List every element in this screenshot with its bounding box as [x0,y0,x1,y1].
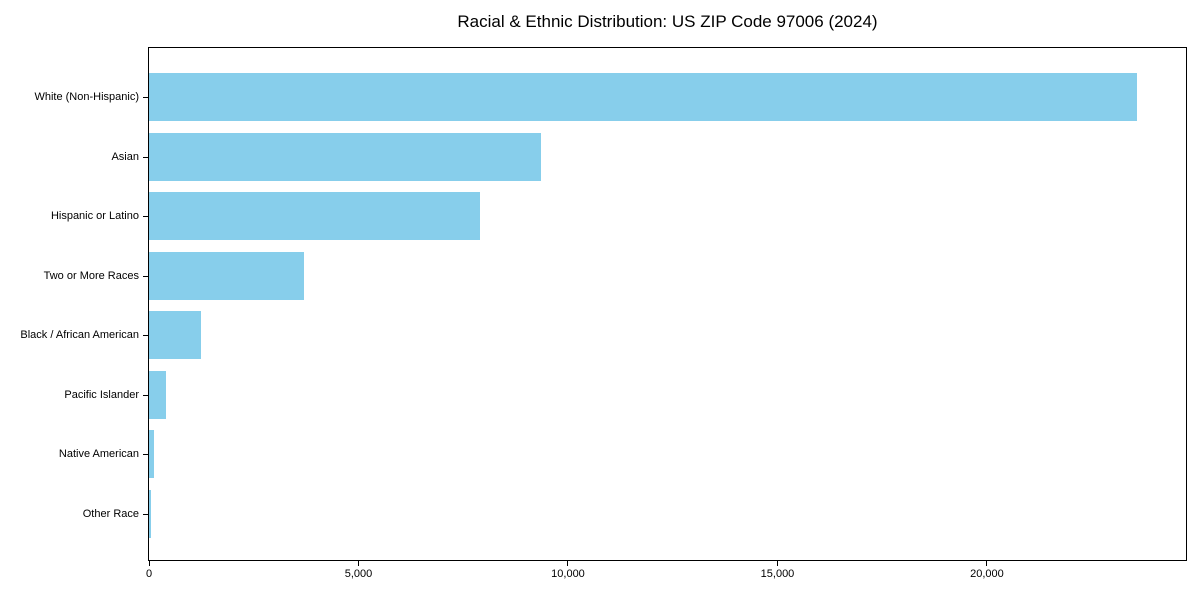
x-tick-mark [776,561,778,566]
bar [149,489,152,538]
bar [149,192,480,240]
y-tick-label: Black / African American [20,329,139,341]
x-tick-label: 0 [145,568,153,580]
y-tick-label: Other Race [82,507,139,520]
y-tick-label: Asian [111,150,139,163]
bar [149,73,1137,121]
x-tick-label: 10,000 [551,568,585,580]
bar [149,370,167,419]
y-tick-label: Pacific Islander [64,388,139,401]
x-tick-mark [567,561,569,566]
y-tick-label: White (Non-Hispanic) [34,91,139,103]
y-tick-mark [143,394,148,396]
x-tick-label: 5,000 [344,568,373,580]
x-tick-mark [357,561,359,566]
y-tick-mark [143,513,148,515]
bar [149,311,201,359]
bar [149,430,155,478]
x-tick-mark [148,561,150,566]
x-tick-label: 20,000 [970,568,1004,580]
y-tick-label: Two or More Races [43,269,139,282]
y-tick-mark [143,454,148,455]
y-tick-mark [143,335,148,336]
chart-title: Racial & Ethnic Distribution: US ZIP Cod… [457,12,878,31]
plot-area [148,47,1187,561]
y-tick-label: Native American [58,448,139,460]
y-tick-mark [143,97,148,98]
y-tick-mark [143,216,148,217]
x-tick-mark [986,561,988,566]
x-tick-label: 15,000 [760,568,795,580]
y-tick-label: Hispanic or Latino [50,210,139,222]
bar [149,251,305,300]
y-tick-mark [143,156,148,158]
bar [149,132,541,181]
y-tick-mark [143,275,148,277]
